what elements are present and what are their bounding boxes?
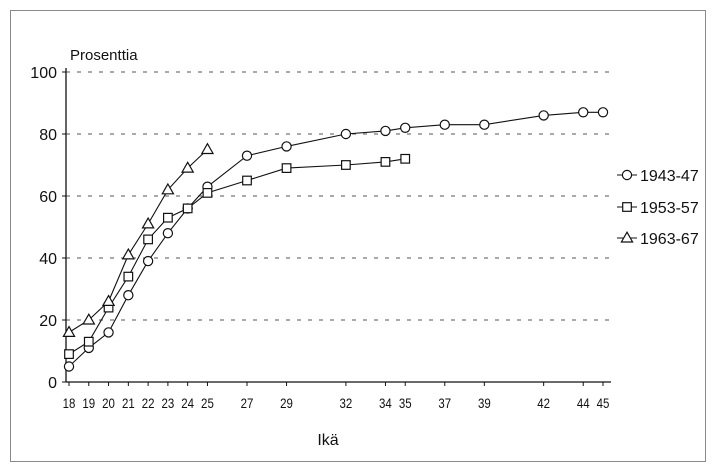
x-tick-label: 24	[181, 395, 194, 411]
data-point-triangle	[121, 247, 135, 260]
legend: 1943-47 1953-57 1963-67	[617, 168, 699, 248]
grid-layer	[66, 71, 611, 321]
x-tick-label: 35	[399, 395, 412, 411]
data-point-triangle	[200, 142, 215, 155]
series-line	[68, 158, 406, 355]
data-point-square	[64, 349, 74, 359]
data-point-circle	[597, 107, 609, 118]
axes-layer: 0 20 40 60 80 100 18 19 20 21 22 23 24 25 27 29 32 34 35 37…	[30, 65, 611, 411]
data-point-circle	[142, 255, 154, 267]
x-tick-label: 45	[597, 395, 610, 411]
data-point-circle	[621, 169, 633, 181]
data-point-circle	[538, 110, 549, 121]
data-point-square	[242, 175, 252, 186]
data-point-square	[182, 203, 193, 214]
data-point-triangle	[181, 161, 195, 173]
x-tick-label: 37	[438, 395, 451, 411]
data-point-circle	[439, 119, 450, 130]
x-tick-label: 32	[340, 395, 353, 411]
series-layer	[62, 107, 609, 372]
y-tick-label: 100	[30, 65, 57, 82]
data-point-circle	[380, 125, 391, 137]
x-tick-label: 23	[162, 395, 175, 411]
data-point-circle	[400, 122, 411, 134]
series-1953-57	[64, 153, 411, 359]
data-point-circle	[63, 361, 75, 372]
legend-label: 1943-47	[640, 168, 699, 185]
legend-item: 1953-57	[617, 200, 699, 217]
y-axis-title: Prosenttia	[70, 47, 138, 64]
data-point-square	[162, 212, 173, 223]
y-tick-label: 40	[39, 251, 57, 268]
series-1943-47	[63, 107, 609, 372]
series-line	[68, 149, 208, 333]
data-point-square	[340, 160, 351, 170]
data-point-square	[281, 163, 292, 174]
data-point-triangle	[82, 312, 96, 325]
x-tick-label: 34	[379, 395, 392, 411]
data-point-triangle	[141, 216, 155, 229]
data-point-circle	[578, 107, 589, 118]
legend-item: 1963-67	[617, 230, 699, 248]
x-tick-label: 21	[122, 395, 135, 411]
data-point-square	[83, 336, 94, 347]
data-point-square	[400, 153, 411, 164]
y-tick-label: 60	[39, 189, 57, 206]
data-point-circle	[479, 119, 490, 130]
x-tick-label: 25	[201, 395, 214, 411]
y-tick-label: 80	[39, 127, 57, 144]
data-point-circle	[281, 141, 292, 152]
x-axis-title: Ikä	[317, 432, 338, 449]
data-point-triangle	[620, 230, 634, 243]
data-point-square	[143, 234, 154, 245]
data-point-square	[123, 271, 134, 282]
x-tick-label: 18	[63, 395, 76, 411]
chart-frame: 0 20 40 60 80 100 18 19 20 21 22 23 24 25 27 29 32 34 35 37…	[10, 10, 706, 462]
x-tick-label: 29	[280, 395, 293, 411]
legend-item: 1943-47	[617, 168, 699, 185]
x-tick-label: 44	[577, 395, 590, 411]
y-tick-label: 0	[48, 375, 57, 392]
data-point-circle	[241, 150, 253, 161]
series-1963-67	[62, 142, 215, 337]
x-tick-label: 39	[478, 395, 491, 411]
data-point-triangle	[161, 182, 175, 195]
data-point-triangle	[62, 325, 76, 337]
line-chart: 0 20 40 60 80 100 18 19 20 21 22 23 24 25 27 29 32 34 35 37…	[30, 47, 699, 449]
data-point-square	[622, 202, 632, 212]
data-point-circle	[103, 327, 114, 338]
x-tick-label: 19	[82, 395, 95, 411]
legend-label: 1953-57	[640, 200, 699, 217]
x-tick-label: 27	[241, 395, 254, 411]
x-tick-label: 22	[142, 395, 155, 411]
data-point-circle	[162, 227, 174, 239]
x-tick-label: 20	[102, 395, 115, 411]
x-tick-label: 42	[537, 395, 550, 411]
legend-label: 1963-67	[640, 231, 699, 248]
data-point-triangle	[101, 294, 116, 306]
data-point-circle	[123, 290, 134, 301]
data-point-circle	[340, 128, 352, 140]
data-point-square	[202, 188, 213, 198]
y-tick-label: 20	[39, 313, 57, 330]
series-line	[68, 111, 603, 367]
data-point-square	[380, 157, 391, 167]
